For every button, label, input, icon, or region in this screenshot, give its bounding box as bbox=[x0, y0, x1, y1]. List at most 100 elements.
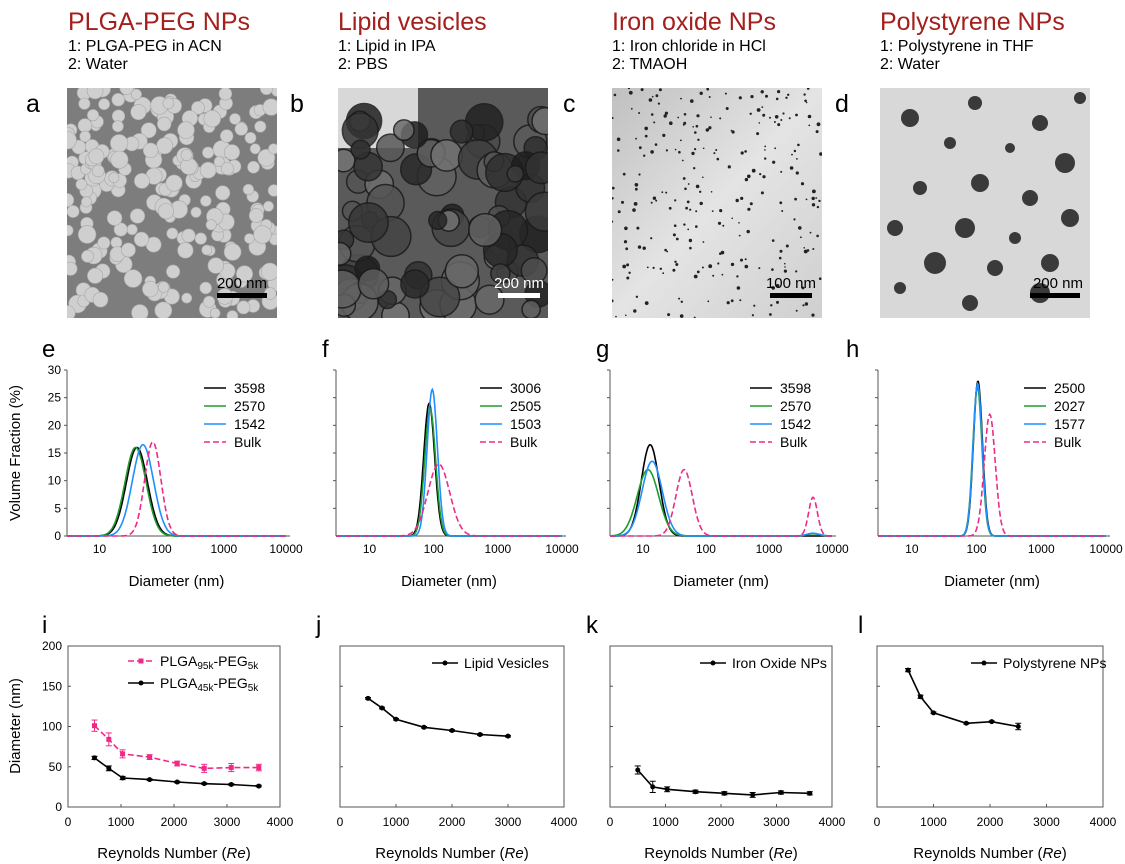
legend-label-part: PLGA bbox=[160, 675, 198, 691]
nanoparticle bbox=[708, 96, 711, 98]
data-point bbox=[228, 765, 234, 771]
nanoparticle bbox=[685, 206, 688, 210]
nanoparticle bbox=[636, 226, 640, 230]
nanoparticle bbox=[628, 271, 631, 274]
vesicle bbox=[531, 106, 548, 136]
data-point bbox=[778, 790, 784, 796]
nanoparticle bbox=[642, 246, 646, 250]
nanoparticle bbox=[652, 196, 657, 200]
nanoparticle bbox=[81, 249, 94, 263]
nanoparticle bbox=[650, 237, 653, 240]
nanoparticle bbox=[744, 264, 749, 269]
x-tick-label: 1000 bbox=[108, 815, 135, 829]
legend-label-part: 5k bbox=[248, 683, 260, 694]
nanoparticle bbox=[659, 267, 662, 270]
nanoparticle bbox=[777, 123, 781, 127]
x-tick-label: 4000 bbox=[1090, 815, 1117, 829]
nanoparticle bbox=[635, 295, 639, 298]
x-tick-label: 100 bbox=[424, 542, 444, 556]
x-tick-label: 0 bbox=[607, 815, 614, 829]
nanoparticle bbox=[613, 93, 617, 97]
nanoparticle bbox=[815, 130, 819, 134]
nanoparticle bbox=[760, 90, 764, 94]
series-line bbox=[878, 380, 1106, 537]
nanoparticle bbox=[674, 199, 677, 202]
x-axis-title-end: ) bbox=[1062, 845, 1067, 862]
nanoparticle bbox=[1055, 153, 1075, 173]
nanoparticle bbox=[142, 142, 159, 158]
x-tick-label: 2000 bbox=[708, 815, 735, 829]
nanoparticle bbox=[727, 165, 731, 169]
x-tick-label: 10 bbox=[93, 542, 107, 556]
panel-letter: d bbox=[835, 90, 849, 118]
nanoparticle bbox=[119, 88, 134, 96]
series-line bbox=[336, 407, 562, 537]
nanoparticle bbox=[811, 313, 815, 317]
plot-frame bbox=[876, 645, 1104, 808]
nanoparticle bbox=[106, 210, 123, 226]
nanoparticle bbox=[693, 274, 698, 279]
nanoparticle bbox=[987, 260, 1003, 276]
nanoparticle bbox=[800, 236, 802, 239]
nanoparticle bbox=[646, 266, 649, 269]
scale-bar bbox=[217, 293, 267, 298]
nanoparticle bbox=[778, 256, 782, 260]
nanoparticle bbox=[794, 197, 797, 201]
nanoparticle bbox=[744, 150, 747, 153]
x-tick-label: 0 bbox=[337, 815, 344, 829]
series-line bbox=[367, 697, 509, 737]
series-line bbox=[610, 460, 832, 537]
nanoparticle bbox=[684, 187, 687, 191]
nanoparticle bbox=[134, 173, 150, 189]
data-point bbox=[106, 765, 112, 771]
data-point bbox=[256, 765, 262, 771]
column-title: PLGA-PEG NPs bbox=[68, 8, 250, 36]
nanoparticle bbox=[680, 300, 683, 303]
nanoparticle bbox=[962, 295, 978, 311]
nanoparticle bbox=[719, 252, 722, 255]
series-line bbox=[336, 387, 562, 537]
nanoparticle bbox=[658, 88, 662, 92]
nanoparticle bbox=[693, 316, 696, 318]
nanoparticle bbox=[226, 310, 239, 318]
nanoparticle bbox=[268, 143, 277, 155]
nanoparticle bbox=[693, 167, 696, 170]
nanoparticle bbox=[677, 116, 680, 119]
nanoparticle bbox=[662, 133, 666, 137]
nanoparticle bbox=[1041, 254, 1059, 272]
nanoparticle bbox=[894, 282, 906, 294]
nanoparticle bbox=[158, 203, 175, 220]
nanoparticle bbox=[702, 176, 704, 179]
nanoparticle bbox=[756, 132, 760, 136]
nanoparticle bbox=[811, 203, 816, 207]
nanoparticle bbox=[91, 164, 105, 178]
nanoparticle bbox=[638, 112, 641, 114]
micrograph-image: 200 nm bbox=[880, 88, 1090, 318]
nanoparticle bbox=[644, 126, 648, 131]
nanoparticle bbox=[657, 102, 660, 105]
data-point bbox=[931, 710, 936, 716]
vesicle bbox=[350, 139, 371, 160]
nanoparticle bbox=[1009, 232, 1021, 244]
nanoparticle bbox=[224, 144, 241, 161]
data-point bbox=[635, 767, 641, 773]
nanoparticle bbox=[740, 258, 743, 262]
nanoparticle bbox=[730, 129, 733, 132]
nanoparticle bbox=[793, 218, 796, 221]
x-tick-label: 3000 bbox=[495, 815, 522, 829]
nanoparticle bbox=[688, 238, 693, 243]
x-axis-title-text: Reynolds Number ( bbox=[97, 845, 226, 862]
data-point bbox=[120, 775, 126, 781]
nanoparticle bbox=[708, 126, 712, 130]
nanoparticle bbox=[694, 131, 697, 134]
panel-letter: j bbox=[315, 612, 321, 639]
nanoparticle bbox=[803, 247, 805, 249]
legend-marker bbox=[138, 680, 144, 686]
nanoparticle bbox=[162, 97, 175, 110]
x-tick-label: 10000 bbox=[1089, 542, 1123, 556]
nanoparticle bbox=[705, 128, 709, 132]
nanoparticle bbox=[262, 98, 277, 116]
nanoparticle bbox=[640, 88, 644, 92]
vesicle bbox=[430, 138, 464, 172]
nanoparticle bbox=[257, 149, 276, 167]
